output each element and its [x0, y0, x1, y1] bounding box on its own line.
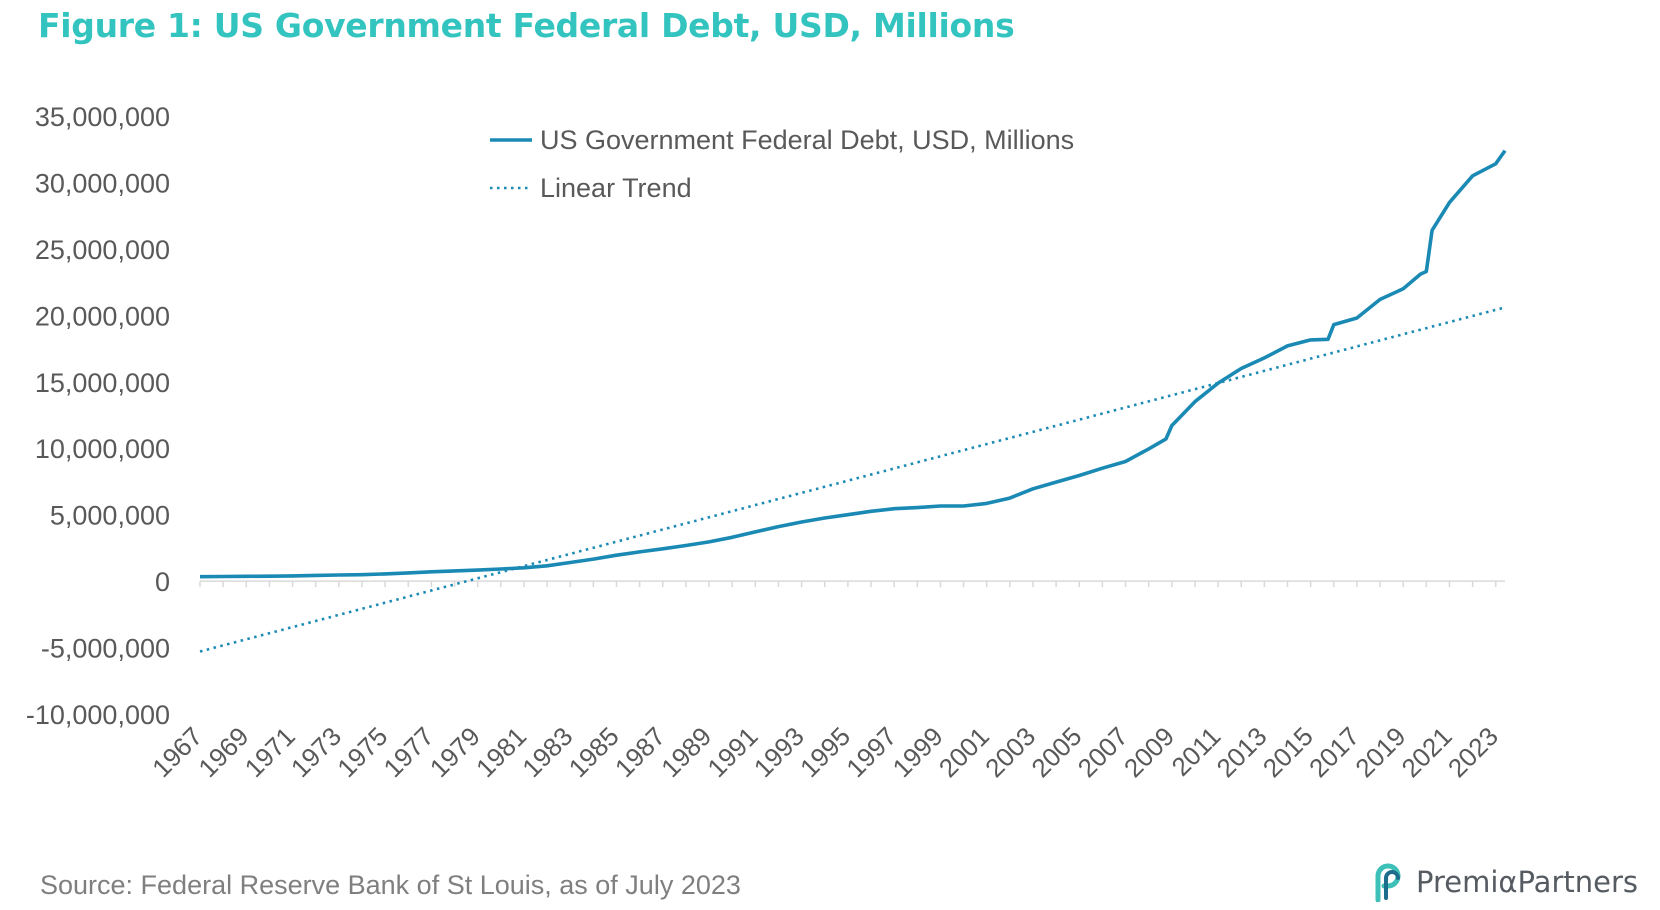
premia-partners-logo-icon — [1375, 863, 1401, 902]
legend: US Government Federal Debt, USD, Million… — [490, 125, 1074, 203]
legend-label: Linear Trend — [540, 173, 692, 203]
y-tick-label: 5,000,000 — [50, 501, 170, 531]
x-tick-label: 1979 — [424, 721, 486, 783]
x-tick-label: 1985 — [563, 721, 625, 783]
logo-text: PremiαPartners — [1415, 865, 1638, 899]
linear-trend-line — [199, 306, 1506, 653]
x-tick-label: 2023 — [1442, 721, 1504, 783]
chart-title: Figure 1: US Government Federal Debt, US… — [38, 6, 1015, 45]
legend-label: US Government Federal Debt, USD, Million… — [540, 125, 1074, 155]
x-tick-label: 2005 — [1025, 721, 1087, 783]
line-chart: 35,000,000 30,000,000 25,000,000 20,000,000… — [26, 102, 1507, 783]
x-tick-label: 2021 — [1396, 721, 1458, 783]
x-tick-label: 1971 — [239, 721, 301, 783]
y-tick-label: 20,000,000 — [35, 301, 170, 331]
y-tick-label: 10,000,000 — [35, 434, 170, 464]
x-tick-label: 2009 — [1118, 721, 1180, 783]
y-tick-label: 30,000,000 — [35, 168, 170, 198]
x-tick-label: 1997 — [840, 721, 902, 783]
source-note: Source: Federal Reserve Bank of St Louis… — [40, 870, 741, 900]
y-axis: 35,000,000 30,000,000 25,000,000 20,000,000… — [26, 102, 170, 730]
x-tick-label: 1967 — [146, 721, 208, 783]
x-tick-label: 2017 — [1303, 721, 1365, 783]
y-tick-label: 15,000,000 — [35, 368, 170, 398]
x-tick-label: 1993 — [748, 721, 810, 783]
x-tick-label: 1999 — [887, 721, 949, 783]
x-tick-label: 1989 — [655, 721, 717, 783]
x-tick-label: 2015 — [1257, 721, 1319, 783]
x-tick-label: 1995 — [794, 721, 856, 783]
x-tick-label: 1981 — [470, 721, 532, 783]
x-tick-label: 1991 — [701, 721, 763, 783]
logo: PremiαPartners — [1370, 862, 1638, 902]
y-tick-label: 25,000,000 — [35, 235, 170, 265]
x-tick-label: 2019 — [1349, 721, 1411, 783]
x-tick-label: 1987 — [609, 721, 671, 783]
y-tick-label: 0 — [155, 567, 170, 597]
x-tick-label: 1977 — [378, 721, 440, 783]
y-tick-label: -5,000,000 — [41, 634, 170, 664]
x-tick-label: 1983 — [516, 721, 578, 783]
x-tick-label: 1969 — [192, 721, 254, 783]
x-tick-label: 2007 — [1072, 721, 1134, 783]
x-tick-label: 1973 — [285, 721, 347, 783]
x-tick-label: 2001 — [933, 721, 995, 783]
x-tick-label: 2013 — [1210, 721, 1272, 783]
y-tick-label: -10,000,000 — [26, 700, 170, 730]
x-tick-label: 1975 — [331, 721, 393, 783]
debt-series-line — [199, 149, 1507, 579]
x-tick-label: 2003 — [979, 721, 1041, 783]
series-layer — [199, 149, 1507, 653]
x-tick-label: 2011 — [1166, 721, 1227, 782]
y-tick-label: 35,000,000 — [35, 102, 170, 132]
